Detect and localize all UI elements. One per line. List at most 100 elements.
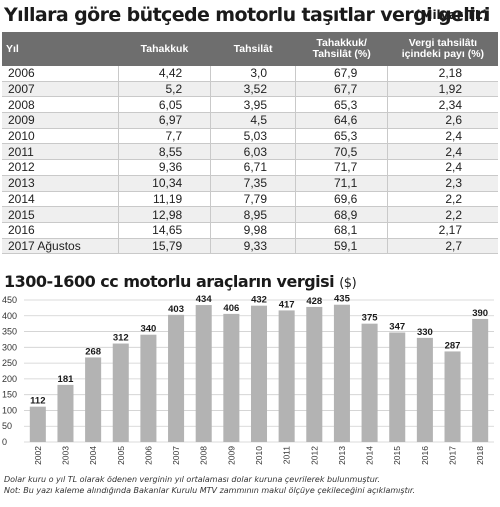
chart-title: 1300-1600 cc motorlu araçların vergisi <box>4 272 335 291</box>
table-cell: 2007 <box>2 81 119 98</box>
bar <box>250 305 268 442</box>
y-tick-label: 0 <box>2 437 7 447</box>
table-cell: 71,1 <box>294 175 388 192</box>
table-row: 2013 10,34 7,35 71,1 2,3 <box>2 175 498 192</box>
bar <box>416 337 433 442</box>
table-cell: 5,2 <box>117 81 211 98</box>
mtv-bar-chart: 0 50 100 150 200 250 300 350 400 450 112 2002 181 200… <box>2 294 494 465</box>
table-cell: 6,05 <box>117 96 211 114</box>
table-row: 2008 6,05 3,95 65,3 2,34 <box>2 96 498 114</box>
table-row: 2006 4,42 3,0 67,9 2,18 <box>2 66 498 82</box>
table-cell: 2017 Ağustos <box>2 238 119 255</box>
bar <box>85 357 102 442</box>
table-cell: 59,1 <box>294 238 388 255</box>
table-cell: 2,2 <box>387 206 498 223</box>
table-cell: 2,34 <box>387 96 498 114</box>
y-tick-label: 150 <box>2 390 17 400</box>
y-tick-label: 350 <box>2 327 17 337</box>
table-cell: 2,4 <box>387 128 498 145</box>
table-cell: 2,18 <box>387 66 498 82</box>
table-cell: 5,03 <box>210 128 296 145</box>
table-cell: 7,35 <box>210 175 296 192</box>
y-tick-label: 200 <box>2 374 17 384</box>
table-row: 2012 9,36 6,71 71,7 2,4 <box>2 159 498 176</box>
table-cell: 70,5 <box>294 143 388 161</box>
table-cell: 68,9 <box>294 206 388 223</box>
table-cell: 7,7 <box>117 128 211 145</box>
table-cell: 6,71 <box>210 159 296 176</box>
table-cell: 2,3 <box>387 175 498 192</box>
bar <box>444 351 461 442</box>
table-cell: 64,6 <box>294 112 388 129</box>
header-ratio: Tahakkuk/ Tahsilât (%) <box>295 32 388 66</box>
table-cell: 9,33 <box>210 238 296 255</box>
bar-value-label: 112 <box>30 396 45 407</box>
x-tick-label: 2005 <box>116 446 126 465</box>
table-cell: 2,4 <box>387 159 498 176</box>
bar <box>168 314 185 442</box>
table-cell: 14,65 <box>117 222 211 239</box>
table-cell: 68,1 <box>294 222 388 239</box>
header-collection: Tahsilât <box>210 32 296 66</box>
table-cell: 2,2 <box>387 191 498 208</box>
table-cell: 3,95 <box>210 96 296 114</box>
table-cell: 2008 <box>2 96 119 114</box>
y-tick-label: 400 <box>2 311 17 321</box>
chart-unit: ($) <box>339 276 357 291</box>
table-row: 2014 11,19 7,79 69,6 2,2 <box>2 191 498 208</box>
table-title: Yıllara göre bütçede motorlu taşıtlar ve… <box>4 4 490 26</box>
table-cell: 2013 <box>2 175 119 192</box>
bar-value-label: 435 <box>334 294 351 305</box>
bar <box>195 305 212 442</box>
bar <box>306 306 323 442</box>
table-cell: 69,6 <box>294 191 388 208</box>
bar-value-label: 330 <box>417 327 433 338</box>
bar <box>57 384 74 442</box>
table-cell: 2009 <box>2 112 119 129</box>
bar <box>389 332 406 442</box>
x-tick-label: 2018 <box>475 446 485 465</box>
x-tick-label: 2003 <box>60 446 70 465</box>
table-cell: 8,55 <box>117 143 211 161</box>
bar <box>361 323 378 442</box>
bar-value-label: 181 <box>58 374 75 385</box>
footnote-1: Dolar kuru o yıl TL olarak ödenen vergin… <box>4 475 380 484</box>
y-tick-label: 300 <box>2 342 17 352</box>
x-tick-label: 2012 <box>309 446 319 465</box>
bar <box>278 310 295 442</box>
bar-value-label: 432 <box>251 295 267 306</box>
bar-value-label: 340 <box>140 324 156 335</box>
table-header-row: Yıl Tahakkuk Tahsilât Tahakkuk/ Tahsilât… <box>2 32 498 66</box>
bar <box>223 313 240 442</box>
table-cell: 71,7 <box>294 159 388 176</box>
table-row: 2016 14,65 9,98 68,1 2,17 <box>2 222 498 239</box>
bar-value-label: 312 <box>113 333 129 344</box>
table-cell: 11,19 <box>117 191 211 208</box>
x-tick-label: 2008 <box>199 446 209 465</box>
x-tick-label: 2011 <box>282 446 292 465</box>
y-tick-label: 250 <box>2 358 17 368</box>
bar <box>140 334 157 442</box>
table-cell: 2011 <box>2 143 119 161</box>
table-row: 2017 Ağustos 15,79 9,33 59,1 2,7 <box>2 238 498 255</box>
bar-value-label: 287 <box>445 340 461 351</box>
x-tick-label: 2004 <box>88 446 98 465</box>
table-cell: 2014 <box>2 191 119 208</box>
table-cell: 4,5 <box>210 112 296 129</box>
tax-revenue-table: Yıl Tahakkuk Tahsilât Tahakkuk/ Tahsilât… <box>2 32 498 255</box>
table-cell: 2,17 <box>387 222 498 239</box>
table-cell: 2,4 <box>387 143 498 161</box>
table-cell: 2,6 <box>387 112 498 129</box>
bar <box>472 318 489 442</box>
table-cell: 3,52 <box>210 81 296 98</box>
x-tick-label: 2015 <box>392 446 402 465</box>
header-ratio-label: Tahakkuk/ Tahsilât (%) <box>312 37 371 60</box>
table-cell: 67,9 <box>294 66 388 82</box>
table-cell: 7,79 <box>210 191 296 208</box>
table-cell: 2010 <box>2 128 119 145</box>
x-tick-label: 2002 <box>33 446 43 465</box>
table-cell: 4,42 <box>117 66 211 82</box>
table-cell: 15,79 <box>117 238 211 255</box>
table-cell: 1,92 <box>387 81 498 98</box>
table-cell: 65,3 <box>294 128 388 145</box>
